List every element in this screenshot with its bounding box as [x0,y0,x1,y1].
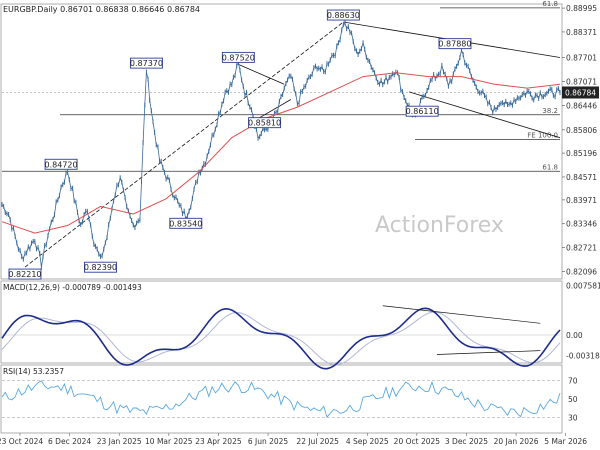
x-axis-tick-label: 23 Oct 2024 [0,437,43,446]
price-panel-frame [0,3,563,280]
trend-line [24,21,344,268]
price-annotation-label: 0.86110 [406,107,439,116]
price-annotation-label: 0.82210 [8,270,41,279]
trend-line [238,64,285,85]
rsi-axis: 70 50 30 [568,377,578,423]
price-axis-tick-label: 0.88371 [566,28,597,37]
chart-title: EURGBP.Daily 0.86701 0.86838 0.86646 0.8… [3,5,200,14]
price-axis-tick-label: 0.84571 [566,173,597,182]
macd-panel-frame [0,280,563,364]
x-axis-tick-label: 20 Jan 2026 [494,437,539,446]
x-axis-tick-label: 6 Dec 2024 [48,437,91,446]
price-annotation-box [169,217,203,229]
macd-axis-tick-label: 0.00 [566,331,583,340]
price-axis-tick-label: 0.88995 [566,4,597,13]
trend-line [408,91,561,139]
rsi-axis-tick-label: 30 [568,413,578,422]
price-axis-tick-label: 0.87071 [566,78,597,87]
watermark: ActionForex [375,213,504,238]
price-annotation-label: 0.84720 [45,160,78,169]
price-annotation-box [405,105,439,117]
fib-levels: 61.8 38.2 FE 100.0 61.8 [2,0,560,172]
price-annotation-label: 0.88630 [327,11,360,20]
price-annotation-box [8,268,42,280]
price-annotation-box [44,158,78,170]
fib-label: FE 100.0 [527,132,558,140]
rsi-line [1,380,561,419]
price-annotation-box [129,57,163,69]
price-annotation-box [84,261,117,273]
x-axis: 23 Oct 2024 6 Dec 2024 23 Jan 2025 10 Mar 2… [0,433,587,446]
macd-axis-tick-label: -0.003183 [566,352,600,361]
x-axis-tick-label: 6 Jun 2025 [248,437,289,446]
macd-axis-tick-label: 0.007581 [566,282,600,291]
current-price-label: 0.86784 [565,88,596,97]
price-annotations: 0.82210 0.84720 0.82390 0.87370 0.83540 0.875… [8,9,472,280]
rsi-series-group [1,380,561,419]
fib-label: 61.8 [542,0,558,8]
price-axis-tick-label: 0.83971 [566,196,597,205]
macd-trend-line [382,305,541,324]
macd-label: MACD(12,26,9) -0.000789 -0.001493 [3,283,142,292]
price-line [1,22,561,267]
macd-signal-line [1,311,561,366]
x-axis-tick-label: 10 Mar 2025 [145,437,193,446]
price-axis-tick-label: 0.85806 [566,126,597,135]
x-axis-tick-label: 23 Apr 2025 [195,437,242,446]
price-annotation-label: 0.87880 [438,40,471,49]
x-axis-tick-label: 4 Sep 2025 [346,437,389,446]
price-axis-tick-label: 0.82721 [566,244,597,253]
price-annotation-label: 0.82390 [84,263,117,272]
macd-axis: 0.007581 0.00 -0.003183 [566,282,600,361]
x-axis-tick-label: 5 Mar 2026 [544,437,587,446]
price-axis: 0.88995 0.88371 0.87701 0.87071 0.86446 0.858… [562,4,599,276]
price-series-group [1,20,561,270]
x-axis-tick-label: 22 Jul 2025 [296,437,339,446]
fib-label: 38.2 [542,107,558,115]
x-axis-tick-label: 23 Jan 2025 [97,437,142,446]
price-axis-tick-label: 0.87701 [566,53,597,62]
rsi-axis-tick-label: 70 [568,377,578,386]
price-annotation-label: 0.83540 [169,219,202,228]
price-axis-tick-label: 0.82096 [566,267,597,276]
x-axis-tick-label: 20 Oct 2025 [394,437,441,446]
macd-line [1,307,561,370]
ma-line [1,72,561,234]
price-annotation-label: 0.87370 [130,59,163,68]
macd-trend-line [436,350,541,355]
price-axis-tick-label: 0.83346 [566,220,597,229]
x-axis-tick-label: 3 Dec 2025 [445,437,488,446]
rsi-axis-tick-label: 50 [568,395,578,404]
price-annotation-label: 0.85810 [248,119,281,128]
price-annotation-box [248,117,282,129]
price-axis-tick-label: 0.86446 [566,101,597,110]
rsi-label: RSI(14) 53.2357 [3,367,64,376]
price-annotation-box [326,9,360,21]
current-price-box [562,86,599,99]
macd-series-group [1,305,561,370]
price-annotation-box [438,38,472,50]
fib-label: 61.8 [542,163,558,171]
price-annotation-box [221,51,255,63]
price-annotation-label: 0.87520 [222,53,255,62]
price-axis-tick-label: 0.85196 [566,149,597,158]
